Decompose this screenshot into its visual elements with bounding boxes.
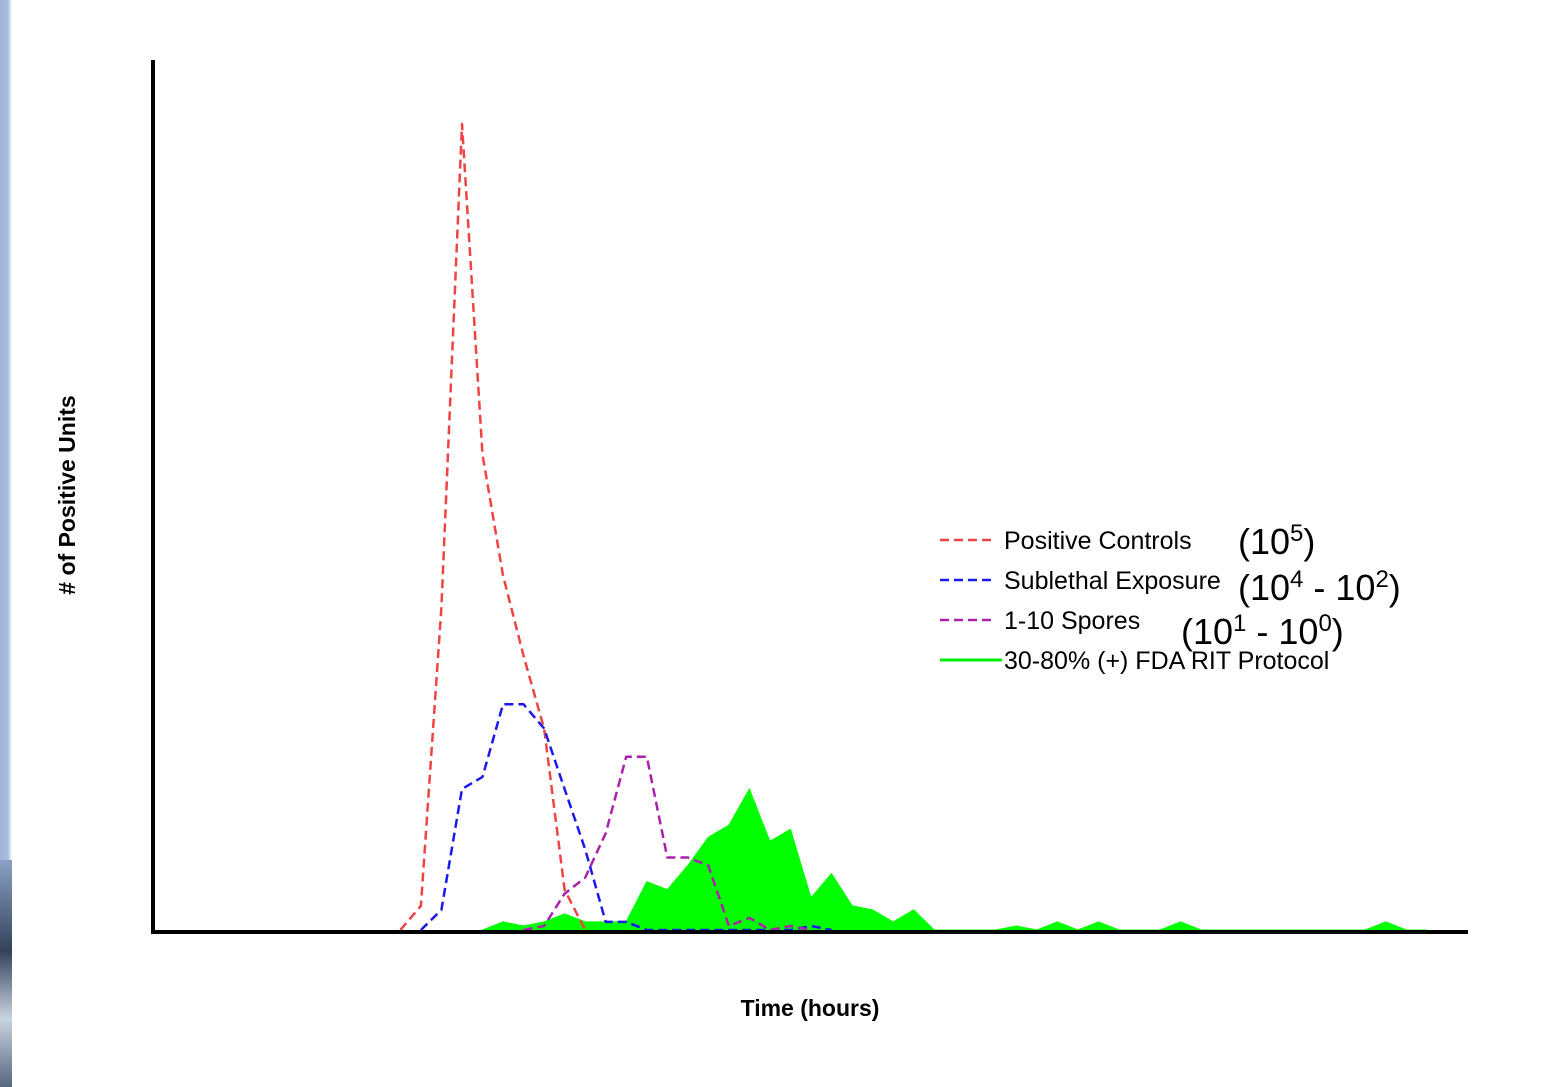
legend-entry-sublethal-exposure: Sublethal Exposure (104 - 102) xyxy=(940,566,1401,609)
x-axis-label: Time (hours) xyxy=(741,995,880,1021)
legend-entry-1-10-spores: 1-10 Spores (101 - 100) xyxy=(940,607,1344,652)
series-area-30-80-fda-rit-protocol xyxy=(482,787,1427,931)
legend-label-fda-rit-protocol: 30-80% (+) FDA RIT Protocol xyxy=(1004,647,1329,675)
y-axis-label: # of Positive Units xyxy=(54,395,80,594)
legend: Positive Controls (105) Sublethal Exposu… xyxy=(940,520,1401,675)
series-line-1-10-spores xyxy=(523,755,812,932)
legend-entry-fda-rit-protocol: 30-80% (+) FDA RIT Protocol xyxy=(940,647,1329,675)
legend-entry-positive-controls: Positive Controls (105) xyxy=(940,520,1315,563)
axes-layer xyxy=(151,60,1468,934)
background-edge-photo xyxy=(0,860,12,1087)
legend-exponent-1-10-spores: (101 - 100) xyxy=(1181,610,1344,653)
legend-label-positive-controls: Positive Controls xyxy=(1004,527,1192,555)
legend-label-sublethal-exposure: Sublethal Exposure xyxy=(1004,567,1221,595)
legend-label-1-10-spores: 1-10 Spores xyxy=(1004,607,1140,635)
chart-canvas: # of Positive Units Time (hours) Positiv… xyxy=(54,60,1468,1021)
legend-exponent-positive-controls: (105) xyxy=(1238,520,1315,563)
series-line-positive-controls xyxy=(399,122,587,931)
chart-slide: # of Positive Units Time (hours) Positiv… xyxy=(12,8,1552,1087)
legend-exponent-sublethal-exposure: (104 - 102) xyxy=(1238,566,1401,609)
